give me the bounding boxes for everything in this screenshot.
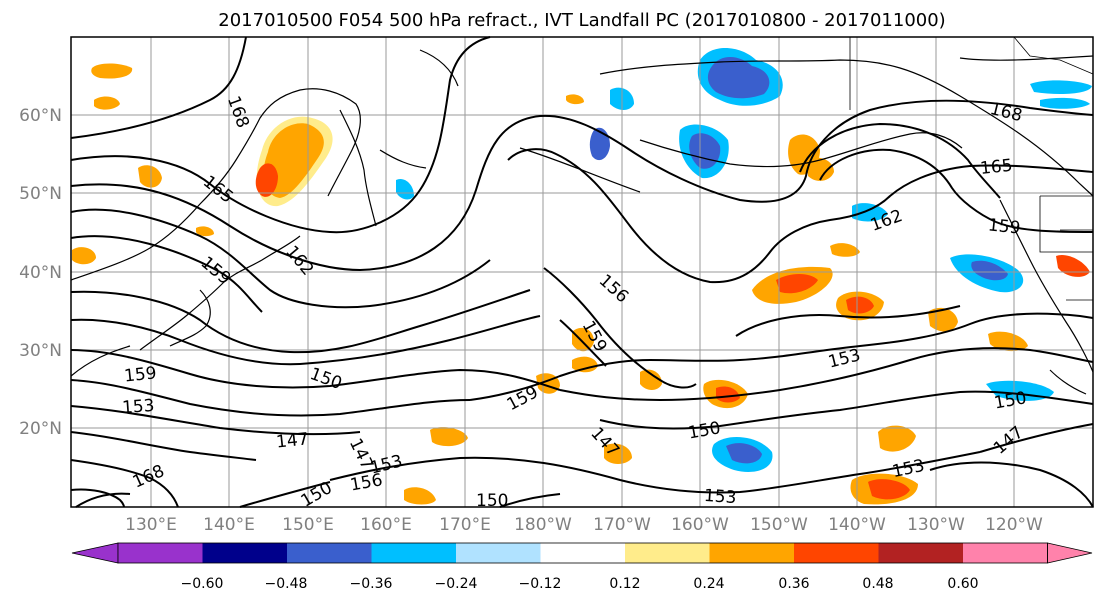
colorbar-tick: −0.12 — [519, 576, 562, 592]
colorbar-segments — [71, 542, 1093, 564]
contour-label: 153 — [703, 486, 737, 508]
colorbar-tick: 0.24 — [693, 576, 724, 592]
contour-lines — [70, 36, 1094, 508]
political-borders — [849, 36, 1094, 301]
colorbar-tick: −0.36 — [350, 576, 393, 592]
positive-anomaly-patch — [868, 479, 910, 500]
positive-anomaly-patch — [1056, 254, 1090, 277]
negative-anomaly-patch — [726, 443, 762, 464]
map-panel: 168 168 165 165 162 162 159 159 159 159 … — [70, 36, 1094, 512]
positive-anomaly-patch — [572, 356, 598, 373]
colorbar-tick: −0.24 — [435, 576, 478, 592]
positive-anomaly-patch — [404, 487, 436, 505]
longitude-labels: 130°E 140°E 150°E 160°E 170°E 180°W 170°… — [125, 515, 1043, 535]
lon-label: 120°W — [985, 515, 1043, 535]
lon-label: 170°W — [593, 515, 651, 535]
contour-label: 159 — [987, 215, 1021, 238]
colorbar-segment — [878, 543, 964, 563]
map-frame — [70, 36, 1094, 508]
contour-label: 165 — [979, 156, 1013, 179]
lon-label: 130°E — [125, 515, 177, 535]
lon-label: 160°W — [671, 515, 729, 535]
colorbar-under-extension — [71, 542, 119, 564]
positive-anomaly-patch — [91, 63, 133, 79]
positive-anomaly-patch — [572, 327, 594, 352]
negative-anomaly-patch — [589, 127, 610, 161]
colorbar-segment — [287, 543, 372, 563]
figure-title: 2017010500 F054 500 hPa refract., IVT La… — [218, 10, 945, 31]
colorbar-segment — [625, 543, 710, 563]
positive-anomaly-patch — [830, 243, 860, 257]
graticule — [71, 37, 1093, 507]
colorbar-segment — [963, 543, 1048, 563]
colorbar-segment — [371, 543, 457, 563]
positive-anomaly-patch — [878, 425, 916, 452]
positive-anomaly-patch — [94, 96, 120, 110]
shaded-anomaly-field — [72, 47, 1092, 505]
lon-label: 170°E — [439, 515, 491, 535]
contour-label: 159 — [123, 363, 157, 386]
positive-anomaly-patch — [716, 386, 740, 403]
negative-anomaly-patch — [852, 203, 888, 222]
negative-anomaly-patch — [396, 178, 414, 200]
colorbar-segment — [540, 543, 626, 563]
contour-label: 150 — [476, 491, 508, 511]
colorbar-segment — [118, 543, 203, 563]
negative-anomaly-patch — [1040, 97, 1090, 109]
contour-label: 153 — [121, 396, 155, 418]
lat-label: 60°N — [19, 106, 62, 126]
positive-anomaly-patch — [640, 369, 662, 390]
colorbar-segment — [202, 543, 288, 563]
colorbar-tick: −0.48 — [265, 576, 308, 592]
positive-anomaly-patch — [430, 427, 468, 447]
positive-anomaly-patch — [263, 123, 324, 198]
latitude-labels: 60°N 50°N 40°N 30°N 20°N — [19, 106, 62, 439]
positive-anomaly-patch — [776, 274, 818, 294]
colorbar-tick: 0.12 — [609, 576, 640, 592]
lon-label: 180°W — [514, 515, 572, 535]
colorbar-tick: 0.60 — [947, 576, 978, 592]
lat-label: 20°N — [19, 419, 62, 439]
colorbar-tick: 0.48 — [862, 576, 893, 592]
lon-label: 140°W — [828, 515, 886, 535]
colorbar-ticks: −0.60 −0.48 −0.36 −0.24 −0.12 0.12 0.24 … — [181, 576, 979, 592]
lat-label: 40°N — [19, 263, 62, 283]
positive-anomaly-patch — [196, 226, 214, 237]
positive-anomaly-patch — [604, 443, 632, 464]
lon-label: 150°W — [750, 515, 808, 535]
lon-label: 160°E — [360, 515, 412, 535]
positive-anomaly-patch — [255, 163, 278, 197]
negative-anomaly-patch — [1030, 80, 1092, 94]
lat-label: 30°N — [19, 341, 62, 361]
positive-anomaly-patch — [138, 165, 162, 188]
positive-anomaly-patch — [72, 247, 96, 265]
colorbar-over-extension — [1047, 542, 1093, 564]
colorbar-segment — [709, 543, 795, 563]
colorbar-tick: 0.36 — [778, 576, 809, 592]
contour-label: 147 — [275, 429, 309, 452]
negative-anomaly-patch — [971, 260, 1008, 281]
positive-anomaly-patch — [846, 296, 874, 314]
colorbar-segment — [456, 543, 541, 563]
lat-label: 50°N — [19, 184, 62, 204]
colorbar-outline — [117, 542, 1048, 564]
positive-anomaly-patch — [566, 94, 584, 105]
negative-anomaly-patch — [707, 56, 770, 99]
lon-label: 140°E — [203, 515, 255, 535]
positive-anomaly-patch — [988, 331, 1028, 352]
lon-label: 130°W — [907, 515, 965, 535]
colorbar: −0.60 −0.48 −0.36 −0.24 −0.12 0.12 0.24 … — [71, 542, 1093, 592]
lon-label: 150°E — [282, 515, 334, 535]
positive-anomaly-patch — [808, 157, 834, 181]
colorbar-tick: −0.60 — [181, 576, 224, 592]
colorbar-segment — [794, 543, 879, 563]
